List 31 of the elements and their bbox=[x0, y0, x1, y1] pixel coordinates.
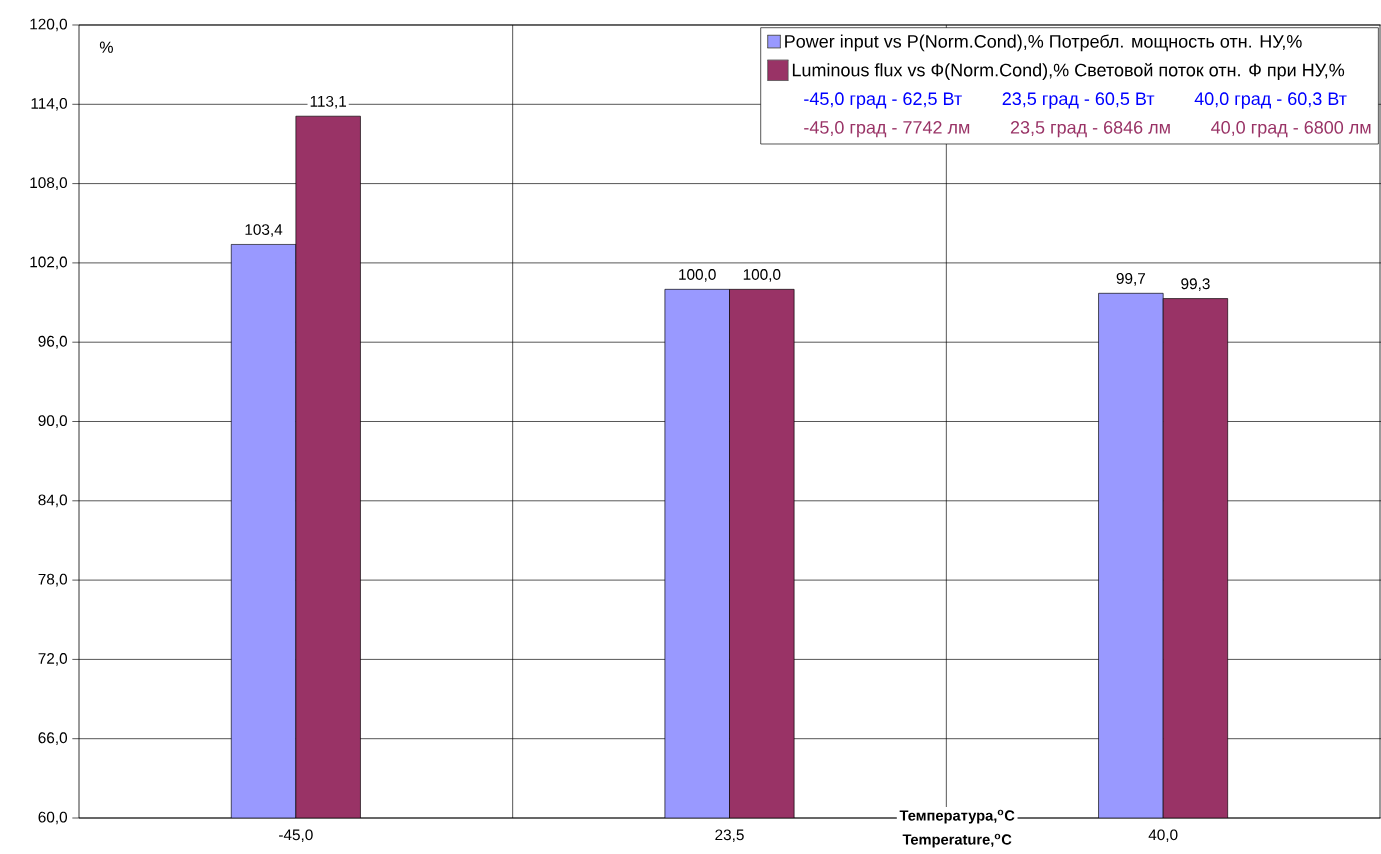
legend-label: Power input vs P(Norm.Cond),% Потребл. мощность отн. НУ,% bbox=[785, 34, 1302, 52]
annotation: 23,5 град - 6846 лм bbox=[1010, 121, 1170, 138]
y-tick-label: 114,0 bbox=[31, 97, 68, 111]
y-tick-label: 96,0 bbox=[38, 335, 68, 349]
x-tick-label: 40,0 bbox=[1148, 829, 1178, 843]
x-tick-label: -45,0 bbox=[279, 829, 313, 843]
annotation: -45,0 град - 7742 лм bbox=[804, 121, 970, 138]
x-axis-title: Температура,$^{o}$C bbox=[899, 809, 1015, 824]
y-tick-label: 60,0 bbox=[38, 811, 68, 825]
annotation: 40,0 град - 6800 лм bbox=[1211, 121, 1371, 138]
y-tick-label: 72,0 bbox=[38, 653, 68, 666]
y-axis-title: % bbox=[99, 41, 113, 53]
y-tick-label: 90,0 bbox=[38, 415, 68, 428]
y-tick-label: 120,0 bbox=[30, 18, 68, 32]
data-label: 99,3 bbox=[1181, 278, 1210, 291]
data-label: 103,4 bbox=[245, 224, 283, 237]
data-label: 113,1 bbox=[310, 95, 347, 109]
y-tick-label: 66,0 bbox=[38, 732, 68, 746]
data-label: 99,7 bbox=[1116, 273, 1146, 286]
x-tick-label: 23,5 bbox=[715, 829, 744, 843]
y-tick-label: 84,0 bbox=[38, 494, 68, 508]
annotation: 40,0 град - 60,3 Вт bbox=[1194, 92, 1347, 109]
annotation: 23,5 град - 60,5 Вт bbox=[1002, 92, 1155, 109]
y-tick-label: 78,0 bbox=[38, 573, 68, 587]
data-label: 100,0 bbox=[743, 269, 781, 282]
y-tick-label: 108,0 bbox=[30, 177, 68, 190]
data-label: 100,0 bbox=[679, 269, 716, 282]
text: Temperature,$^{o}$C bbox=[902, 833, 1012, 848]
annotation: -45,0 град - 62,5 Вт bbox=[804, 92, 962, 109]
legend-label: Luminous flux vs Ф(Norm.Cond),% Световой поток отн. Ф при НУ,% bbox=[792, 62, 1345, 80]
y-tick-label: 102,0 bbox=[30, 256, 68, 270]
